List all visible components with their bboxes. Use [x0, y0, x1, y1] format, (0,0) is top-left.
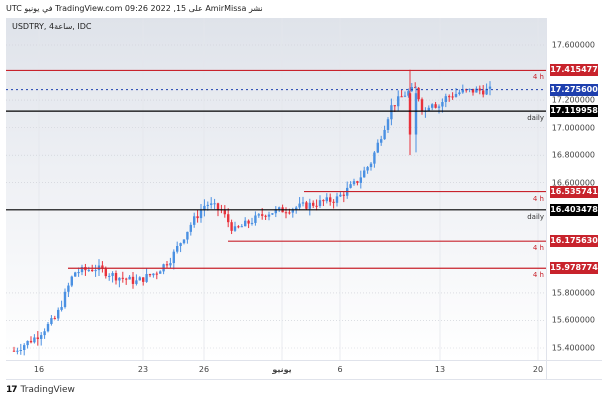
price-label: 15.978774: [550, 262, 598, 275]
price-label: 17.275600: [550, 83, 598, 96]
time-tick: 13: [434, 365, 446, 374]
time-tick: 26: [198, 365, 210, 374]
level-tag: 4 h: [532, 73, 544, 82]
price-tick: 17.000000: [551, 123, 595, 133]
brand-name: TradingView: [20, 385, 75, 395]
level-tag: 4 h: [532, 271, 544, 280]
tradingview-logo-icon: 17: [6, 385, 17, 395]
footer: 17 TradingView: [6, 382, 75, 398]
price-label: 16.175630: [550, 235, 598, 248]
price-tick: 17.600000: [551, 40, 595, 50]
candlestick-chart: [6, 18, 546, 360]
time-tick: 23: [137, 365, 149, 374]
price-tick: 16.600000: [551, 178, 595, 188]
price-tick: 17.200000: [551, 95, 595, 105]
level-tag: 4 h: [532, 194, 544, 203]
price-label: 17.119958: [550, 105, 598, 118]
price-tick: 15.800000: [551, 288, 595, 298]
time-tick: 6: [337, 365, 343, 374]
axis-corner: [546, 360, 602, 380]
price-label: 16.403478: [550, 203, 598, 216]
time-tick: 16: [33, 365, 45, 374]
price-label: 16.535741: [550, 185, 598, 198]
price-tick: 15.400000: [551, 343, 595, 353]
level-tag: daily: [527, 212, 544, 221]
time-tick: 20: [532, 365, 544, 374]
time-tick: يونيو: [272, 365, 292, 374]
price-label: 17.415477: [550, 64, 598, 77]
chart-header: نشر AmirMissa على TradingView.com 09:26 …: [0, 0, 602, 18]
price-tick: 16.800000: [551, 150, 595, 160]
level-tag: 4 h: [532, 244, 544, 253]
attribution-text: نشر AmirMissa على TradingView.com 09:26 …: [6, 4, 263, 13]
chart-plot-area[interactable]: USDTRY, 4ساعة, IDC: [6, 18, 546, 360]
level-tag: daily: [527, 114, 544, 123]
time-axis[interactable]: 16 23 26 يونيو 6 13 20: [6, 360, 546, 380]
price-tick: 15.600000: [551, 315, 595, 325]
symbol-label: USDTRY, 4ساعة, IDC: [12, 22, 92, 31]
